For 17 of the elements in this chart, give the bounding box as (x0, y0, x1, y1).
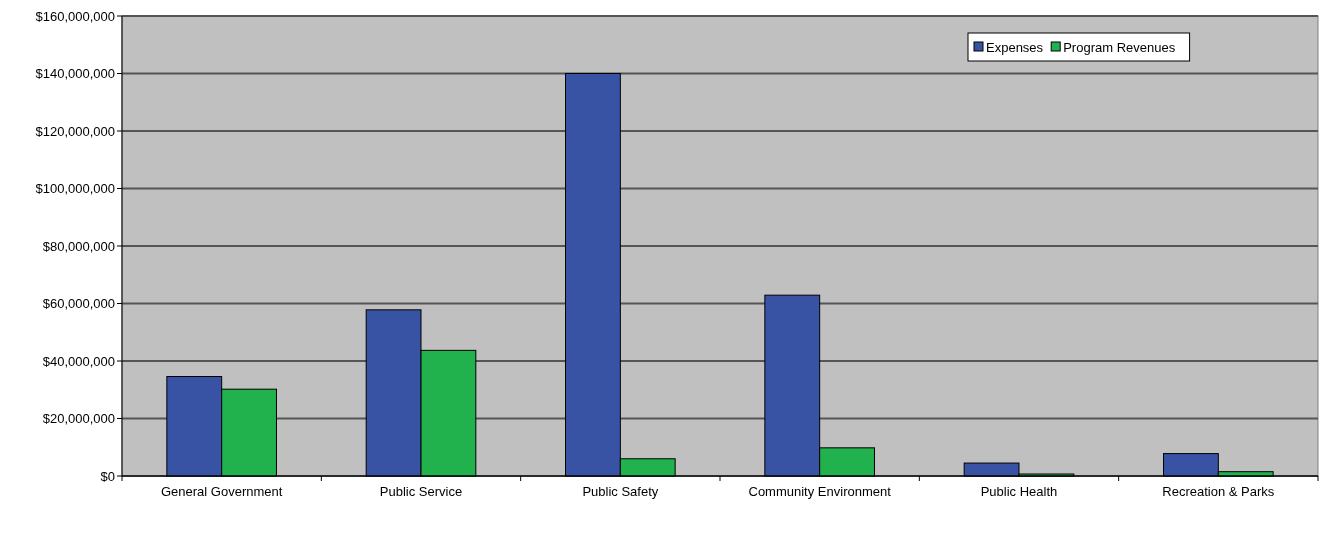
y-tick-label: $140,000,000 (35, 66, 115, 82)
x-tick-label: Recreation & Parks (1162, 484, 1275, 499)
x-tick-label: Public Safety (582, 484, 659, 499)
y-tick-label: $100,000,000 (35, 181, 115, 197)
y-tick-label: $20,000,000 (42, 411, 115, 427)
x-tick-label: Public Health (980, 484, 1058, 499)
y-tick-label: $60,000,000 (42, 296, 115, 312)
y-tick-label: $40,000,000 (42, 353, 115, 369)
legend-label: Expenses (986, 39, 1044, 55)
y-tick-label: $160,000,000 (35, 8, 115, 24)
y-tick-label: $0 (100, 468, 115, 484)
legend-label: Program Revenues (1063, 39, 1176, 55)
x-tick-label: General Government (160, 484, 283, 499)
y-tick-label: $80,000,000 (42, 238, 115, 254)
y-tick-label: $120,000,000 (35, 123, 115, 139)
x-tick-label: Public Service (379, 484, 463, 499)
x-tick-label: Community Environment (748, 484, 892, 499)
